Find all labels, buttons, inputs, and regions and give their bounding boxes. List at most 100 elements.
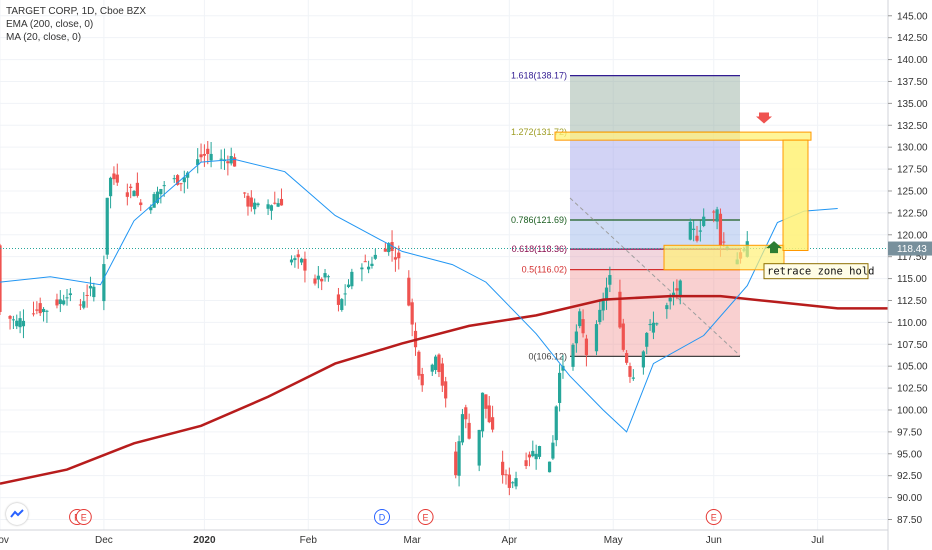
candle-body <box>68 293 72 296</box>
candle-body <box>293 258 297 261</box>
candle-body <box>343 293 347 295</box>
time-tick-label: Jul <box>811 535 824 546</box>
tradingview-logo-icon[interactable] <box>6 503 28 525</box>
candle-body <box>21 320 26 327</box>
drawings[interactable]: retrace zone hold <box>554 112 874 280</box>
candle-body <box>320 278 324 282</box>
price-tick-label: 125.00 <box>897 186 928 197</box>
candle-body <box>243 192 247 194</box>
ma-20-line <box>0 158 838 433</box>
candle-body <box>360 267 364 270</box>
candle-body <box>45 310 49 312</box>
candle-body <box>129 186 133 188</box>
price-tick-label: 140.00 <box>897 55 928 66</box>
candle-body <box>226 161 230 164</box>
candle-body <box>38 303 42 314</box>
candle-body <box>206 148 210 154</box>
candle-body <box>524 460 528 467</box>
candle-body <box>601 299 605 311</box>
candle-body <box>574 331 578 344</box>
candle-body <box>303 258 307 271</box>
candle-body <box>299 258 304 263</box>
candle-body <box>712 211 716 213</box>
candle-body <box>246 195 250 207</box>
candle-body <box>383 248 387 252</box>
candle-body <box>621 323 625 350</box>
event-marker-label: D <box>379 513 386 523</box>
candle-body <box>507 474 511 488</box>
candle-body <box>501 461 505 476</box>
current-price-tag <box>888 241 932 256</box>
candle-body <box>316 275 320 280</box>
candle-body <box>645 332 649 347</box>
candle-body <box>695 235 699 241</box>
event-markers[interactable]: EEDEE <box>69 509 722 525</box>
candle-body <box>467 422 471 439</box>
fib-band <box>570 219 740 250</box>
event-marker-label: E <box>423 513 429 523</box>
candle-body <box>199 154 203 158</box>
symbol-title[interactable]: TARGET CORP, 1D, Cboe BZX <box>6 6 147 17</box>
candle-body <box>387 243 391 253</box>
fib-trend-line <box>569 197 741 357</box>
price-tick-label: 137.50 <box>897 77 928 88</box>
candle-body <box>11 319 16 321</box>
fib-level-label: 1.272(131.72) <box>511 127 567 137</box>
candle-body <box>551 442 555 459</box>
candle-body <box>18 318 22 328</box>
candle-body <box>504 474 508 476</box>
fib-retracement[interactable]: 1.618(138.17) 1.272(131.72) 0.786(121.69) 0… <box>511 71 741 362</box>
candle-body <box>628 366 632 377</box>
time-tick-label: 2020 <box>193 535 216 546</box>
candle-body <box>668 297 672 302</box>
candle-body <box>608 275 612 285</box>
price-axis[interactable]: 145.00 142.50 140.00 137.50 135.00 132.50 130.… <box>887 0 932 550</box>
candle-body <box>420 373 424 386</box>
price-tick-label: 100.00 <box>897 405 928 416</box>
price-tick-label: 120.00 <box>897 230 928 241</box>
candle-body <box>534 453 538 460</box>
candle-body <box>162 185 166 187</box>
candle-body <box>651 322 656 333</box>
candle-body <box>88 285 93 289</box>
candle-body <box>718 213 723 246</box>
earnings-marker-icon <box>75 509 92 525</box>
candle-body <box>594 324 599 352</box>
candle-body <box>537 446 542 457</box>
price-tick-label: 115.00 <box>897 274 927 285</box>
price-tick-label: 127.50 <box>897 165 928 176</box>
candle-body <box>618 291 622 328</box>
price-tick-label: 112.50 <box>897 296 927 307</box>
candle-body <box>437 354 441 373</box>
candle-body <box>715 209 719 222</box>
price-tick-label: 102.50 <box>897 384 928 395</box>
time-tick-label: Nov <box>0 535 9 546</box>
fib-level-label: 0.786(121.69) <box>511 215 567 225</box>
price-tick-label: 142.50 <box>897 33 928 44</box>
candle-body <box>269 205 274 211</box>
price-tick-label: 90.00 <box>897 493 922 504</box>
candle-body <box>209 153 213 161</box>
ma-legend[interactable]: MA (20, close, 0) <box>6 32 82 43</box>
candle-body <box>454 451 458 476</box>
time-tick-label: Feb <box>300 535 318 546</box>
candle-body <box>149 207 153 211</box>
candle-body <box>722 241 726 243</box>
annotation-box <box>763 263 869 280</box>
candle-body <box>182 177 186 183</box>
price-tick-label: 110.00 <box>897 318 927 329</box>
dividend-marker-icon <box>374 509 391 525</box>
ema-legend[interactable]: EMA (200, close, 0) <box>6 19 94 30</box>
candle-body <box>561 365 565 371</box>
fib-band <box>570 132 740 220</box>
candle-body <box>15 320 19 327</box>
candle-body <box>82 301 86 308</box>
candle-body <box>367 266 371 270</box>
candle-body <box>671 292 676 297</box>
candle-body <box>340 299 344 310</box>
time-axis[interactable]: Nov Dec 2020 Feb Mar Apr May Jun Jul <box>0 529 888 546</box>
candle-body <box>219 158 223 160</box>
candle-body <box>604 287 609 301</box>
candle-body <box>598 309 602 323</box>
